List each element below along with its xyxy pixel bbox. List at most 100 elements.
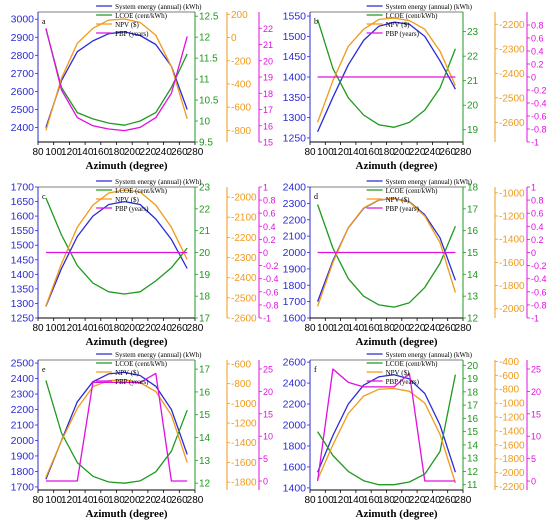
legend-label: LCOE (cent/kWh)	[386, 187, 439, 195]
y4-tick-label: 20	[263, 56, 273, 66]
panel-f: 80 100120140160180200220240260280Azimuth …	[283, 351, 541, 520]
y2-tick-label: 13	[467, 292, 479, 303]
x-tick-label: 220	[140, 495, 157, 506]
y2-tick-label: 15	[467, 427, 479, 438]
y4-tick-label: 10	[263, 432, 273, 442]
y3-tick-label: -2400	[499, 69, 525, 80]
x-tick-label: 140	[348, 147, 365, 158]
x-tick-label: 100	[317, 147, 334, 158]
y4-tick-label: 0	[263, 248, 268, 258]
y4-tick-label: 0.6	[531, 209, 544, 219]
y3-tick-label: -600	[231, 103, 251, 114]
y3-tick-label: -1200	[231, 419, 257, 430]
series-line-1	[317, 374, 457, 473]
y1-tick-label: 1350	[11, 283, 35, 295]
y4-tick-label: 15	[263, 138, 273, 148]
y1-tick-label: 1350	[283, 92, 307, 104]
y1-tick-label: 1500	[11, 240, 35, 252]
y3-tick-label: -200	[231, 56, 251, 67]
y2-tick-label: 16	[467, 226, 479, 237]
y4-tick-label: 0.2	[531, 235, 544, 245]
y3-tick-label: -2000	[499, 304, 525, 315]
y1-tick-label: 2000	[283, 247, 307, 259]
y2-tick-label: 10	[199, 117, 211, 128]
x-tick-label: 80	[304, 495, 316, 506]
y4-tick-label: -0.4	[531, 99, 547, 109]
y3-tick-label: -600	[499, 371, 519, 382]
x-tick-label: 180	[378, 323, 395, 334]
y3-tick-label: -2500	[499, 93, 525, 104]
legend-label: NPV ($)	[386, 21, 410, 29]
x-tick-label: 120	[332, 147, 349, 158]
series-line-3	[45, 18, 188, 131]
y2-tick-label: 20	[467, 101, 479, 112]
x-tick-label: 80	[32, 495, 44, 506]
y2-tick-label: 22	[199, 204, 211, 215]
y1-tick-label: 2200	[11, 404, 35, 416]
y2-tick-label: 21	[199, 226, 211, 237]
x-tick-label: 160	[363, 495, 380, 506]
x-tick-label: 220	[409, 147, 426, 158]
panel-letter: b	[314, 17, 318, 26]
series-line-3	[316, 17, 456, 123]
y4-tick-label: 0.4	[263, 222, 276, 232]
y2-tick-label: 14	[467, 440, 479, 451]
x-tick-label: 160	[92, 147, 109, 158]
y3-tick-label: -1200	[499, 211, 525, 222]
y2-tick-label: 17	[199, 365, 211, 376]
x-axis-label: Azimuth (degree)	[86, 160, 168, 172]
y1-tick-label: 1600	[283, 313, 307, 325]
y1-tick-label: 1700	[11, 182, 35, 194]
y4-tick-label: 0.6	[263, 209, 276, 219]
y3-tick-label: -2400	[231, 273, 257, 284]
y4-tick-label: 0.2	[531, 60, 544, 70]
y3-tick-label: -2600	[231, 314, 257, 325]
y1-tick-label: 1550	[283, 11, 307, 23]
y1-tick-label: 1500	[283, 31, 307, 43]
x-tick-label: 240	[155, 323, 172, 334]
y4-tick-label: -1	[531, 314, 539, 324]
x-tick-label: 200	[393, 323, 410, 334]
series-line-2	[45, 380, 188, 484]
x-tick-label: 180	[108, 323, 125, 334]
x-tick-label: 240	[424, 147, 441, 158]
y1-tick-label: 1550	[11, 225, 35, 237]
x-tick-label: 160	[92, 495, 109, 506]
y3-tick-label: -800	[231, 379, 251, 390]
series-line-1	[317, 21, 456, 133]
legend-label: PBP (years)	[386, 30, 420, 38]
x-tick-label: 180	[108, 495, 125, 506]
x-tick-label: 260	[171, 147, 188, 158]
y1-tick-label: 1250	[283, 132, 307, 144]
y1-tick-label: 2000	[11, 435, 35, 447]
y4-tick-label: 16	[263, 121, 273, 131]
y2-tick-label: 16	[199, 387, 211, 398]
legend-label: NPV ($)	[386, 369, 410, 377]
y2-tick-label: 16	[467, 414, 479, 425]
legend-label: PBP (years)	[386, 205, 420, 213]
panel-letter: d	[314, 192, 318, 201]
y2-tick-label: 18	[467, 183, 479, 194]
legend-label: PBP (years)	[386, 378, 420, 386]
x-tick-label: 240	[155, 495, 172, 506]
y4-tick-label: 5	[263, 454, 268, 464]
x-tick-label: 100	[45, 495, 62, 506]
x-tick-label: 280	[187, 147, 204, 158]
series-line-4	[45, 28, 188, 132]
x-tick-label: 260	[439, 495, 456, 506]
y2-tick-label: 20	[199, 248, 211, 259]
y3-tick-label: -1600	[499, 440, 525, 451]
y1-tick-label: 2400	[11, 373, 35, 385]
y2-tick-label: 12	[199, 479, 211, 490]
y2-tick-label: 17	[467, 204, 479, 215]
legend-label: PBP (years)	[115, 205, 149, 213]
y2-tick-label: 20	[467, 361, 479, 372]
series-line-2	[317, 374, 457, 486]
y3-tick-label: -2000	[499, 468, 525, 479]
y2-tick-label: 10.5	[199, 96, 219, 107]
y2-tick-label: 22	[467, 52, 479, 63]
y1-tick-label: 1800	[283, 280, 307, 292]
y4-tick-label: 22	[263, 24, 273, 34]
x-tick-label: 260	[439, 147, 456, 158]
y4-tick-label: -0.2	[531, 261, 547, 271]
